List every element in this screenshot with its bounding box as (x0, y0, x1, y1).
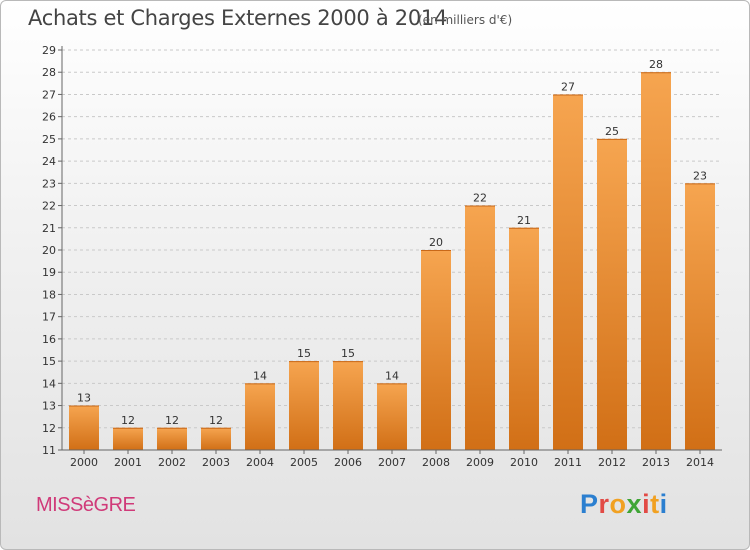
y-tick-label: 19 (42, 266, 56, 279)
y-tick-label: 29 (42, 44, 56, 57)
x-tick-label: 2014 (686, 456, 714, 469)
bar-2001 (113, 427, 143, 450)
bars-layer (69, 72, 715, 451)
logo-letter: o (609, 489, 627, 519)
bar-2008 (421, 250, 451, 450)
bar-2002 (157, 427, 187, 450)
x-tick-label: 2004 (246, 456, 274, 469)
bar-2013 (641, 72, 671, 450)
x-tick-label: 2000 (70, 456, 98, 469)
y-tick-label: 16 (42, 333, 56, 346)
bar-2004 (245, 383, 275, 450)
logo-letter: i (642, 489, 651, 519)
data-label: 21 (517, 214, 531, 227)
bar-2010 (509, 227, 539, 450)
bar-2009 (465, 205, 495, 450)
bar-2011 (553, 94, 583, 450)
y-tick-label: 14 (42, 377, 56, 390)
x-tick-label: 2005 (290, 456, 318, 469)
axis-layer: 11 12 13 14 15 16 17 18 19 20 21 22 23 24 25 26 27 28 29 20… (42, 44, 722, 469)
logo-letter: P (580, 489, 599, 519)
x-tick-label: 2010 (510, 456, 538, 469)
data-label: 28 (649, 58, 663, 71)
x-tick-label: 2007 (378, 456, 406, 469)
x-tick-label: 2003 (202, 456, 230, 469)
x-tick-label: 2008 (422, 456, 450, 469)
bar-2007 (377, 383, 407, 450)
y-tick-label: 13 (42, 400, 56, 413)
data-label: 23 (693, 169, 707, 182)
y-tick-label: 20 (42, 244, 56, 257)
data-label: 22 (473, 192, 487, 205)
data-label: 12 (121, 414, 135, 427)
y-tick-label: 15 (42, 355, 56, 368)
y-tick-label: 11 (42, 444, 56, 457)
bar-2006 (333, 361, 363, 450)
bar-2000 (69, 405, 99, 450)
data-label: 12 (209, 414, 223, 427)
y-tick-label: 17 (42, 311, 56, 324)
data-label: 20 (429, 236, 443, 249)
y-tick-label: 24 (42, 155, 56, 168)
y-tick-label: 18 (42, 288, 56, 301)
y-tick-label: 27 (42, 88, 56, 101)
y-tick-label: 28 (42, 66, 56, 79)
bar-2014 (685, 183, 715, 451)
logo-letter: i (659, 489, 668, 519)
bar-2005 (289, 361, 319, 450)
y-tick-label: 23 (42, 177, 56, 190)
data-label: 12 (165, 414, 179, 427)
y-tick-label: 25 (42, 133, 56, 146)
x-tick-label: 2006 (334, 456, 362, 469)
bar-2012 (597, 138, 627, 450)
data-label: 14 (253, 369, 267, 382)
data-label: 15 (297, 347, 311, 360)
x-tick-label: 2009 (466, 456, 494, 469)
data-label: 13 (77, 392, 91, 405)
bar-2003 (201, 427, 231, 450)
data-label: 27 (561, 80, 575, 93)
data-label: 15 (341, 347, 355, 360)
y-tick-label: 26 (42, 111, 56, 124)
x-tick-label: 2011 (554, 456, 582, 469)
place-name: MISSèGRE (36, 494, 136, 516)
y-tick-label: 21 (42, 222, 56, 235)
y-tick-label: 22 (42, 200, 56, 213)
chart-title: Achats et Charges Externes 2000 à 2014 (28, 6, 448, 30)
x-tick-label: 2002 (158, 456, 186, 469)
logo-letter: t (650, 489, 660, 519)
logo-letter: r (598, 489, 610, 519)
data-label: 25 (605, 125, 619, 138)
chart-subtitle: (en milliers d'€) (418, 13, 513, 27)
labels-layer: 13 12 12 12 14 15 15 14 20 22 21 27 25 28 23 (77, 58, 707, 427)
x-tick-label: 2013 (642, 456, 670, 469)
data-label: 14 (385, 369, 399, 382)
proxiti-logo: Proxiti (580, 489, 668, 520)
y-tick-label: 12 (42, 422, 56, 435)
x-tick-label: 2012 (598, 456, 626, 469)
x-tick-label: 2001 (114, 456, 142, 469)
logo-letter: x (626, 489, 643, 519)
